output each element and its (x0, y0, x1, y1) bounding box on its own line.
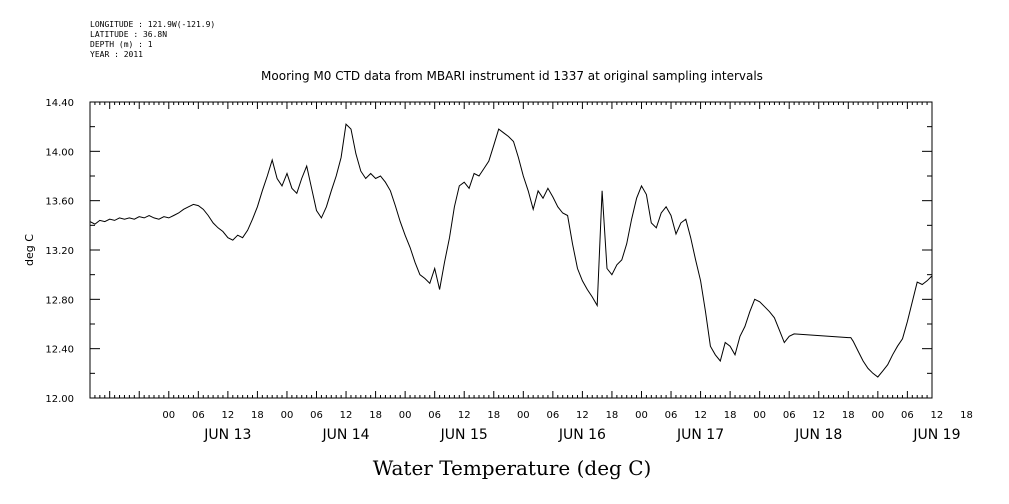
x-day-label: JUN 17 (676, 427, 724, 443)
x-day-label: JUN 19 (912, 427, 960, 443)
x-day-label: JUN 14 (321, 427, 369, 443)
y-tick-label: 13.60 (45, 197, 74, 208)
x-hour-tick-label: 00 (399, 410, 412, 421)
longitude-label: LONGITUDE : 121.9W(-121.9) (90, 20, 216, 29)
x-day-label: JUN 16 (558, 427, 606, 443)
x-hour-tick-label: 18 (724, 410, 737, 421)
x-hour-tick-label: 06 (310, 410, 323, 421)
y-tick-label: 12.80 (45, 295, 74, 306)
plot-frame (89, 101, 933, 399)
y-tick-label: 12.40 (45, 345, 74, 356)
x-hour-tick-label: 00 (162, 410, 175, 421)
series-line (89, 123, 933, 378)
x-hour-tick-label: 00 (517, 410, 530, 421)
chart-title: Mooring M0 CTD data from MBARI instrumen… (261, 69, 763, 83)
x-hour-tick-label: 06 (428, 410, 441, 421)
y-axis-label: deg C (23, 234, 36, 266)
y-tick-label: 12.00 (45, 394, 74, 405)
x-hour-tick-label: 18 (842, 410, 855, 421)
y-tick-label: 14.40 (45, 98, 74, 109)
x-hour-tick-label: 12 (931, 410, 944, 421)
x-day-label: JUN 15 (440, 427, 488, 443)
y-tick-label: 13.20 (45, 246, 74, 257)
latitude-label: LATITUDE : 36.8N (90, 30, 168, 39)
x-hour-tick-label: 12 (694, 410, 707, 421)
x-hour-tick-label: 12 (576, 410, 589, 421)
x-hour-tick-label: 00 (871, 410, 884, 421)
metadata-block: LONGITUDE : 121.9W(-121.9) LATITUDE : 36… (90, 20, 215, 60)
x-hour-tick-label: 18 (369, 410, 382, 421)
y-tick-label: 14.00 (45, 147, 74, 158)
y-axis: 12.00 12.40 12.80 13.20 13.60 14.00 14.40 (45, 98, 932, 405)
x-day-label: JUN 13 (203, 427, 251, 443)
x-hour-tick-label: 18 (251, 410, 264, 421)
depth-label: DEPTH (m) : 1 (90, 40, 153, 49)
x-day-label: JUN 18 (794, 427, 842, 443)
x-hour-tick-label: 06 (901, 410, 914, 421)
x-hour-tick-label: 06 (192, 410, 205, 421)
x-hour-tick-label: 00 (281, 410, 294, 421)
x-axis-label: Water Temperature (deg C) (373, 456, 652, 480)
x-hour-tick-label: 06 (665, 410, 678, 421)
x-hour-tick-label: 06 (546, 410, 559, 421)
x-hour-tick-label: 18 (960, 410, 973, 421)
x-hour-tick-label: 18 (606, 410, 619, 421)
series-group (89, 123, 933, 378)
x-hour-tick-label: 12 (222, 410, 235, 421)
x-axis: 00 06 12 18 00 06 12 18 00 06 12 18 00 06 12 18 00 06 12 18… (89, 102, 973, 443)
x-hour-tick-label: 12 (458, 410, 471, 421)
x-hour-tick-label: 06 (783, 410, 796, 421)
x-hour-tick-label: 12 (340, 410, 353, 421)
x-hour-tick-label: 18 (487, 410, 500, 421)
x-hour-tick-label: 12 (812, 410, 825, 421)
x-hour-tick-label: 00 (635, 410, 648, 421)
x-hour-tick-label: 00 (753, 410, 766, 421)
year-label: YEAR : 2011 (90, 50, 143, 59)
